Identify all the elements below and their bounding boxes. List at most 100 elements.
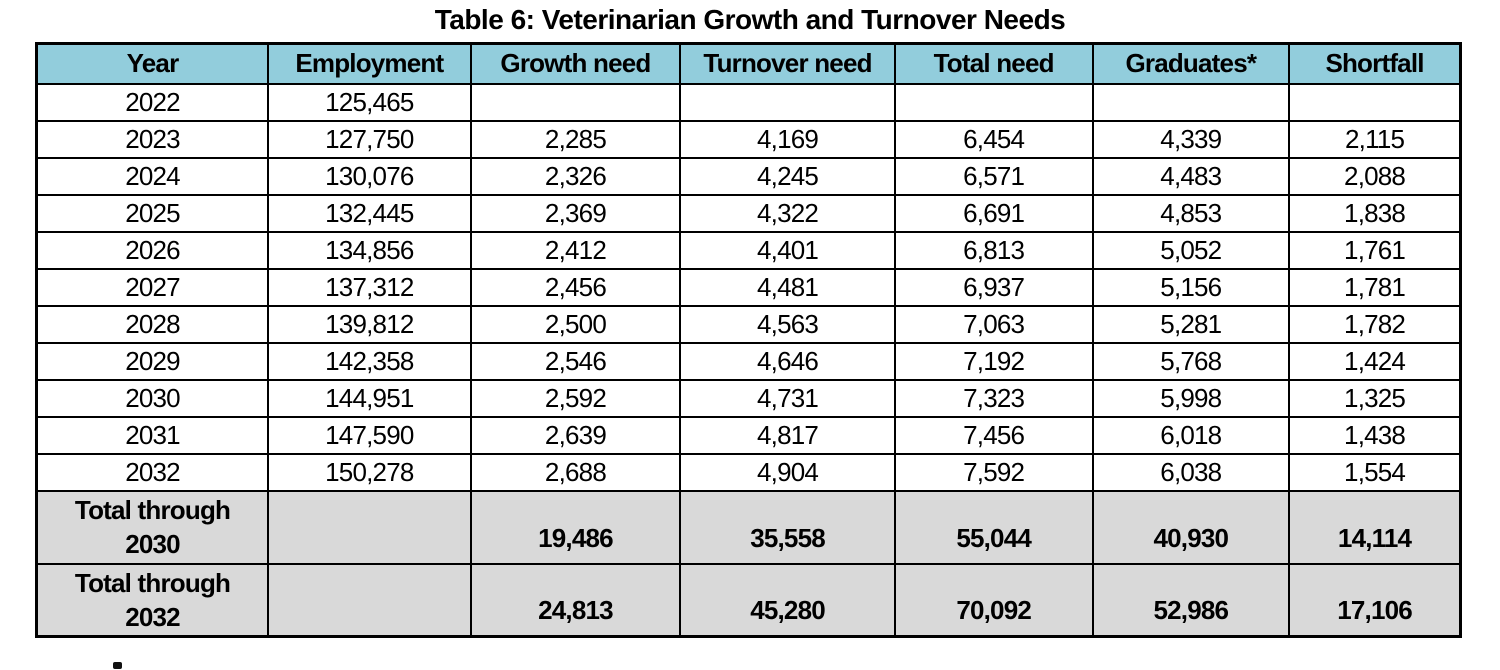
total-label-line: Total through <box>74 567 231 598</box>
total-label-line: 2030 <box>125 529 180 559</box>
footnote-asterisk-fragment <box>113 662 122 669</box>
cell-total-turnover-need: 45,280 <box>679 562 896 638</box>
cell-graduates: 4,853 <box>1091 193 1291 233</box>
cell-total-growth-need: 19,486 <box>469 489 682 565</box>
column-header-total-need: Total need <box>893 42 1094 85</box>
cell-total-growth-need: 24,813 <box>469 562 682 638</box>
cell-employment: 150,278 <box>267 452 472 492</box>
cell-growth-need: 2,285 <box>469 119 682 159</box>
table-row-year: 2022 125,465 <box>35 82 1462 122</box>
veterinarian-needs-table: Year Employment Growth need Turnover need To… <box>35 42 1462 638</box>
cell-total-shortfall: 17,106 <box>1288 562 1462 638</box>
column-header-employment: Employment <box>267 42 472 85</box>
cell-total-employment <box>267 489 472 565</box>
cell-graduates: 5,052 <box>1091 230 1291 270</box>
cell-graduates: 5,998 <box>1091 378 1291 418</box>
cell-growth-need: 2,688 <box>469 452 682 492</box>
cell-growth-need: 2,369 <box>469 193 682 233</box>
cell-employment: 147,590 <box>267 415 472 455</box>
column-header-shortfall: Shortfall <box>1288 42 1462 85</box>
cell-total-shortfall: 14,114 <box>1288 489 1462 565</box>
cell-turnover-need: 4,245 <box>679 156 896 196</box>
cell-total-total-need: 70,092 <box>893 562 1094 638</box>
cell-turnover-need: 4,169 <box>679 119 896 159</box>
cell-employment: 144,951 <box>267 378 472 418</box>
cell-total-total-need: 55,044 <box>893 489 1094 565</box>
cell-growth-need: 2,412 <box>469 230 682 270</box>
cell-total-graduates: 40,930 <box>1091 489 1291 565</box>
cell-graduates: 5,281 <box>1091 304 1291 344</box>
cell-turnover-need: 4,322 <box>679 193 896 233</box>
cell-shortfall: 2,088 <box>1288 156 1462 196</box>
cell-year: 2028 <box>35 304 270 344</box>
cell-year: 2032 <box>35 452 270 492</box>
cell-shortfall: 1,782 <box>1288 304 1462 344</box>
cell-shortfall <box>1288 82 1462 122</box>
cell-total-need: 7,456 <box>893 415 1094 455</box>
cell-turnover-need: 4,646 <box>679 341 896 381</box>
cell-turnover-need: 4,563 <box>679 304 896 344</box>
cell-shortfall: 2,115 <box>1288 119 1462 159</box>
table-row-year: 2024 130,076 2,326 4,245 6,571 4,483 2,088 <box>35 156 1462 196</box>
table-row-year: 2027 137,312 2,456 4,481 6,937 5,156 1,781 <box>35 267 1462 307</box>
cell-shortfall: 1,554 <box>1288 452 1462 492</box>
column-header-graduates: Graduates* <box>1091 42 1291 85</box>
cell-employment: 139,812 <box>267 304 472 344</box>
cell-year: 2024 <box>35 156 270 196</box>
cell-total-label: Total through 2032 <box>35 562 270 638</box>
table-row-year: 2026 134,856 2,412 4,401 6,813 5,052 1,761 <box>35 230 1462 270</box>
table-row-year: 2028 139,812 2,500 4,563 7,063 5,281 1,782 <box>35 304 1462 344</box>
cell-growth-need: 2,456 <box>469 267 682 307</box>
cell-total-employment <box>267 562 472 638</box>
total-label-line: 2032 <box>125 601 180 632</box>
cell-turnover-need: 4,904 <box>679 452 896 492</box>
cell-total-need: 6,454 <box>893 119 1094 159</box>
cell-shortfall: 1,325 <box>1288 378 1462 418</box>
table-row-year: 2032 150,278 2,688 4,904 7,592 6,038 1,554 <box>35 452 1462 492</box>
cell-graduates <box>1091 82 1291 122</box>
table-row-year: 2023 127,750 2,285 4,169 6,454 4,339 2,115 <box>35 119 1462 159</box>
cell-graduates: 5,156 <box>1091 267 1291 307</box>
cell-growth-need: 2,500 <box>469 304 682 344</box>
cell-year: 2026 <box>35 230 270 270</box>
cell-total-need: 7,323 <box>893 378 1094 418</box>
cell-shortfall: 1,838 <box>1288 193 1462 233</box>
cell-graduates: 4,339 <box>1091 119 1291 159</box>
cell-employment: 125,465 <box>267 82 472 122</box>
cell-employment: 142,358 <box>267 341 472 381</box>
cell-growth-need: 2,592 <box>469 378 682 418</box>
cell-growth-need: 2,546 <box>469 341 682 381</box>
column-header-growth-need: Growth need <box>469 42 682 85</box>
cell-graduates: 4,483 <box>1091 156 1291 196</box>
cell-graduates: 6,038 <box>1091 452 1291 492</box>
column-header-turnover-need: Turnover need <box>679 42 896 85</box>
cell-year: 2029 <box>35 341 270 381</box>
table-row-total: Total through 2030 19,486 35,558 55,044 40,93… <box>35 489 1462 565</box>
cell-total-need: 6,691 <box>893 193 1094 233</box>
cell-growth-need <box>469 82 682 122</box>
cell-total-need: 6,571 <box>893 156 1094 196</box>
cell-total-graduates: 52,986 <box>1091 562 1291 638</box>
cell-total-need: 7,063 <box>893 304 1094 344</box>
table-row-year: 2031 147,590 2,639 4,817 7,456 6,018 1,438 <box>35 415 1462 455</box>
cell-growth-need: 2,639 <box>469 415 682 455</box>
cell-year: 2023 <box>35 119 270 159</box>
table-header-row: Year Employment Growth need Turnover need To… <box>35 42 1462 85</box>
cell-turnover-need: 4,481 <box>679 267 896 307</box>
cell-turnover-need <box>679 82 896 122</box>
cell-employment: 134,856 <box>267 230 472 270</box>
cell-total-need: 7,192 <box>893 341 1094 381</box>
cell-growth-need: 2,326 <box>469 156 682 196</box>
table-row-year: 2030 144,951 2,592 4,731 7,323 5,998 1,325 <box>35 378 1462 418</box>
cell-total-need <box>893 82 1094 122</box>
cell-year: 2027 <box>35 267 270 307</box>
cell-total-turnover-need: 35,558 <box>679 489 896 565</box>
cell-graduates: 6,018 <box>1091 415 1291 455</box>
total-label-line: Total through <box>74 495 231 525</box>
cell-year: 2022 <box>35 82 270 122</box>
cell-total-label: Total through 2030 <box>35 489 270 565</box>
cell-shortfall: 1,438 <box>1288 415 1462 455</box>
cell-shortfall: 1,424 <box>1288 341 1462 381</box>
cell-year: 2025 <box>35 193 270 233</box>
cell-total-need: 6,937 <box>893 267 1094 307</box>
